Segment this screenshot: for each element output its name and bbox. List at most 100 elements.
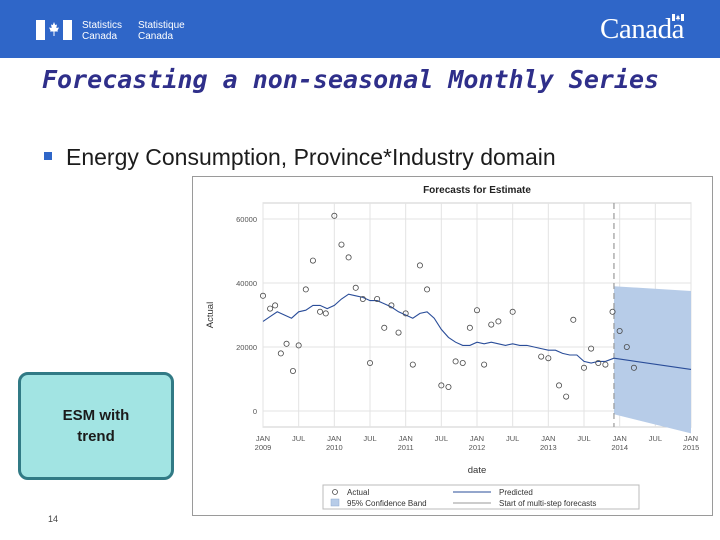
x-tick-label: JAN	[684, 434, 698, 443]
actual-point	[416, 262, 423, 269]
actual-point	[272, 302, 279, 309]
actual-point	[580, 364, 587, 371]
x-tick-year-label: 2014	[611, 443, 628, 452]
actual-point	[588, 345, 595, 352]
x-tick-year-label: 2011	[398, 443, 414, 452]
actual-point	[352, 284, 359, 291]
actual-point	[267, 305, 274, 312]
actual-point	[556, 382, 563, 389]
actual-point	[595, 359, 602, 366]
x-tick-year-label: 2015	[683, 443, 700, 452]
actual-point	[445, 383, 452, 390]
y-tick-label: 0	[253, 407, 257, 416]
actual-point	[602, 361, 609, 368]
actual-point	[438, 382, 445, 389]
actual-point	[402, 310, 409, 317]
x-tick-label: JUL	[435, 434, 448, 443]
legend-start-label: Start of multi-step forecasts	[499, 499, 596, 508]
actual-point	[366, 359, 373, 366]
actual-point	[260, 292, 267, 299]
forecast-line	[613, 357, 692, 370]
actual-point	[302, 286, 309, 293]
x-tick-label: JUL	[649, 434, 662, 443]
x-axis-label: date	[468, 465, 487, 476]
legend-band-label: 95% Confidence Band	[347, 499, 427, 508]
actual-point	[488, 321, 495, 328]
actual-point	[452, 358, 459, 365]
actual-point	[283, 340, 290, 347]
slide-title: Forecasting a non-seasonal Monthly Serie…	[42, 65, 660, 94]
x-tick-label: JUL	[506, 434, 519, 443]
x-tick-year-label: 2010	[326, 443, 343, 452]
x-tick-year-label: 2012	[469, 443, 486, 452]
x-tick-year-label: 2013	[540, 443, 557, 452]
x-tick-label: JAN	[256, 434, 270, 443]
actual-point	[277, 350, 284, 357]
x-tick-label: JAN	[399, 434, 413, 443]
legend-actual-marker	[332, 489, 338, 495]
x-tick-label: JUL	[292, 434, 305, 443]
legend-box	[322, 484, 640, 510]
x-tick-year-label: 2009	[255, 443, 272, 452]
statistics-canada-label: Statistics Canada	[82, 20, 123, 42]
esm-line-2: trend	[77, 428, 115, 445]
actual-point	[388, 302, 395, 309]
canada-flag-icon	[36, 20, 72, 40]
bullet-square-icon	[44, 151, 52, 160]
y-tick-label: 60000	[236, 215, 257, 224]
actual-point	[309, 257, 316, 264]
esm-line-1: ESM with	[62, 407, 130, 424]
wordmark-flag-icon	[672, 14, 684, 21]
canada-wordmark: Canada	[600, 13, 684, 45]
actual-point	[473, 307, 480, 314]
actual-point	[563, 393, 570, 400]
forecast-chart: Forecasts for Estimate 0 20000 40000 60000 JA…	[192, 176, 713, 516]
confidence-band	[613, 286, 691, 434]
actual-point	[395, 329, 402, 336]
actual-point	[331, 212, 338, 219]
legend-band-marker	[330, 498, 340, 507]
actual-point	[466, 324, 473, 331]
predicted-line	[262, 293, 615, 364]
actual-point	[570, 316, 577, 323]
actual-point	[359, 296, 366, 303]
x-tick-label: JAN	[470, 434, 484, 443]
actual-point	[345, 254, 352, 261]
bullet-item: Energy Consumption, Province*Industry do…	[44, 144, 556, 171]
actual-point	[481, 361, 488, 368]
actual-point	[289, 367, 296, 374]
actual-point	[381, 324, 388, 331]
actual-point	[317, 308, 324, 315]
actual-point	[409, 361, 416, 368]
actual-point	[623, 343, 630, 350]
bullet-text: Energy Consumption, Province*Industry do…	[66, 144, 556, 170]
actual-point	[424, 286, 431, 293]
legend-actual-label: Actual	[347, 488, 369, 497]
actual-point	[374, 296, 381, 303]
x-tick-label: JAN	[613, 434, 627, 443]
actual-point	[630, 364, 637, 371]
actual-point	[459, 359, 466, 366]
y-tick-label: 20000	[236, 343, 257, 352]
x-tick-label: JAN	[327, 434, 341, 443]
y-tick-label: 40000	[236, 279, 257, 288]
actual-point	[338, 241, 345, 248]
statistique-canada-label: Statistique Canada	[138, 20, 185, 42]
y-axis-label: Actual	[205, 302, 216, 328]
actual-point	[322, 310, 329, 317]
actual-point	[295, 342, 302, 349]
legend-predicted-label: Predicted	[499, 488, 533, 497]
actual-point	[495, 318, 502, 325]
page-number: 14	[48, 514, 59, 524]
agency-header-bar: Statistics Canada Statistique Canada Can…	[0, 0, 720, 58]
forecast-chart-svg: Forecasts for Estimate 0 20000 40000 60000 JA…	[205, 185, 700, 510]
x-tick-label: JUL	[577, 434, 590, 443]
actual-point	[616, 327, 623, 334]
actual-point	[545, 355, 552, 362]
esm-trend-callout: ESM with trend	[18, 372, 174, 480]
x-tick-label: JAN	[541, 434, 555, 443]
actual-point	[609, 308, 616, 315]
actual-point	[509, 308, 516, 315]
actual-point	[538, 353, 545, 360]
x-tick-label: JUL	[363, 434, 376, 443]
